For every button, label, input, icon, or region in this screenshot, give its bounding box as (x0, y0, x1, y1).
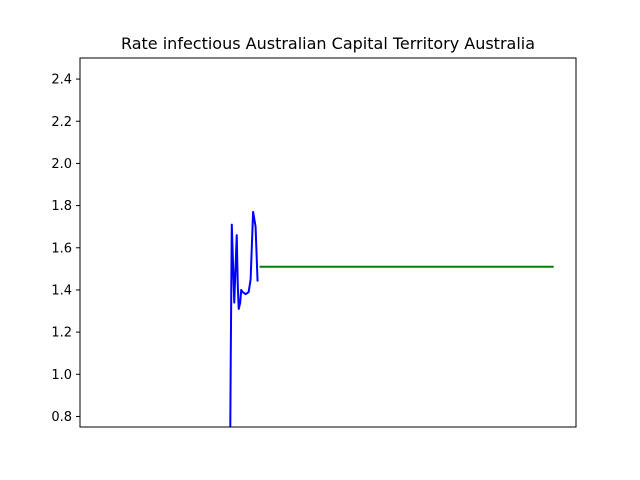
y-tick-label: 2.0 (51, 157, 72, 172)
chart-title: Rate infectious Australian Capital Terri… (121, 34, 535, 53)
y-tick-label: 1.2 (51, 326, 72, 341)
series-layer (229, 210, 554, 427)
y-tick-label: 2.4 (51, 73, 72, 88)
plot-frame (79, 57, 577, 428)
series-line-1 (229, 210, 259, 427)
y-axis: 0.8 1.0 1.2 1.4 1.6 1.8 2.0 2.2 2.4 (51, 73, 80, 425)
y-tick-label: 1.0 (51, 368, 72, 383)
y-tick-label: 1.4 (51, 283, 72, 298)
y-tick-label: 0.8 (51, 410, 72, 425)
y-tick-label: 1.8 (51, 199, 72, 214)
y-tick-label: 1.6 (51, 241, 72, 256)
y-tick-label: 2.2 (51, 115, 72, 130)
